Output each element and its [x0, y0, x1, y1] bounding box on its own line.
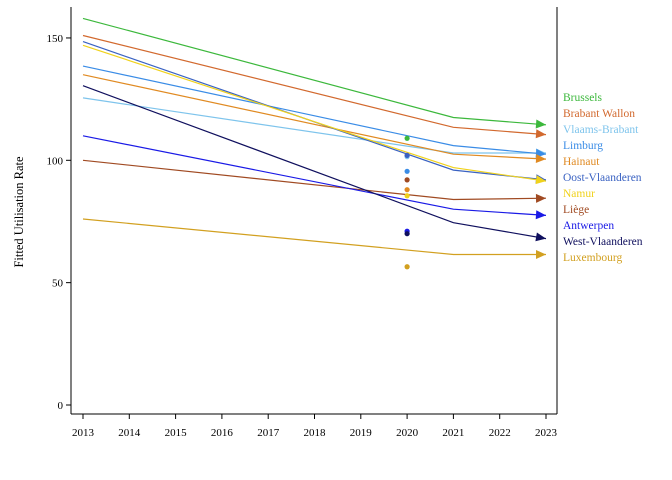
series-end-arrow [535, 119, 546, 129]
series-end-arrow [535, 154, 546, 163]
x-tick-label: 2022 [489, 427, 511, 439]
series-9 [82, 135, 547, 220]
series-end-arrow [535, 210, 546, 220]
series-line [82, 74, 547, 160]
y-tick-label: 50 [52, 278, 64, 290]
x-tick-label: 2013 [72, 427, 95, 439]
y-tick-label: 0 [58, 400, 64, 412]
legend-label: Hainaut [563, 156, 600, 168]
y-tick-label: 150 [47, 33, 64, 45]
series-end-arrow [535, 193, 546, 203]
y-axis-label: Fitted Utilisation Rate [12, 156, 26, 268]
point-2020 [404, 177, 410, 183]
series-line [82, 97, 546, 154]
point-2020 [404, 168, 410, 174]
series-11 [82, 218, 546, 259]
points-2020 [404, 135, 410, 270]
legend-label: Oost-Vlaanderen [563, 172, 642, 184]
series-7 [82, 44, 547, 185]
point-2020 [404, 152, 410, 159]
legend-label: Brabant Wallon [563, 108, 635, 120]
series-10 [82, 85, 547, 242]
legend-label: Antwerpen [563, 220, 614, 232]
series-end-arrow [536, 250, 546, 259]
legend-label: Liège [563, 204, 589, 216]
point-2020 [404, 135, 410, 141]
x-tick-label: 2019 [350, 427, 373, 439]
series-end-arrow [535, 232, 546, 242]
series-end-arrow [535, 175, 546, 185]
series-line [82, 34, 547, 136]
series-1 [82, 17, 547, 129]
x-tick-label: 2020 [396, 427, 419, 439]
point-2020 [404, 187, 410, 193]
x-tick-label: 2023 [535, 427, 558, 439]
series-6 [82, 41, 547, 184]
legend-label: Vlaams-Brabant [563, 124, 639, 136]
x-tick-label: 2017 [257, 427, 280, 439]
point-2020 [404, 193, 410, 199]
legend-label: West-Vlaanderen [563, 236, 643, 248]
legend-label: Luxembourg [563, 252, 622, 264]
series-line [82, 218, 546, 256]
series-3 [82, 97, 546, 158]
y-axis-ticks: 0 50 100 150 [47, 33, 71, 412]
series-line [82, 44, 547, 182]
legend-label: Namur [563, 188, 595, 200]
series-8 [82, 159, 547, 203]
legend-label: Brussels [563, 92, 603, 104]
x-axis-ticks: 2013 2014 2015 2016 2017 2018 2019 2020 2021 2022… [72, 414, 558, 439]
point-2020 [404, 231, 410, 237]
x-tick-label: 2021 [442, 427, 464, 439]
series-line [82, 17, 547, 126]
series-5 [82, 74, 547, 163]
series-2 [82, 34, 547, 139]
y-tick-label: 100 [47, 155, 64, 167]
legend: Brussels Brabant Wallon Vlaams-Brabant Limb… [563, 92, 643, 264]
x-tick-label: 2014 [118, 427, 141, 439]
series-line [82, 159, 547, 201]
legend-label: Limburg [563, 140, 603, 152]
point-2020 [404, 264, 410, 270]
series-line [82, 85, 547, 240]
x-tick-label: 2015 [165, 427, 188, 439]
series-end-arrow [535, 129, 546, 139]
series-line [82, 65, 547, 155]
series-lines [82, 17, 547, 259]
series-line [82, 135, 547, 216]
x-tick-label: 2018 [304, 427, 327, 439]
x-tick-label: 2016 [211, 427, 234, 439]
